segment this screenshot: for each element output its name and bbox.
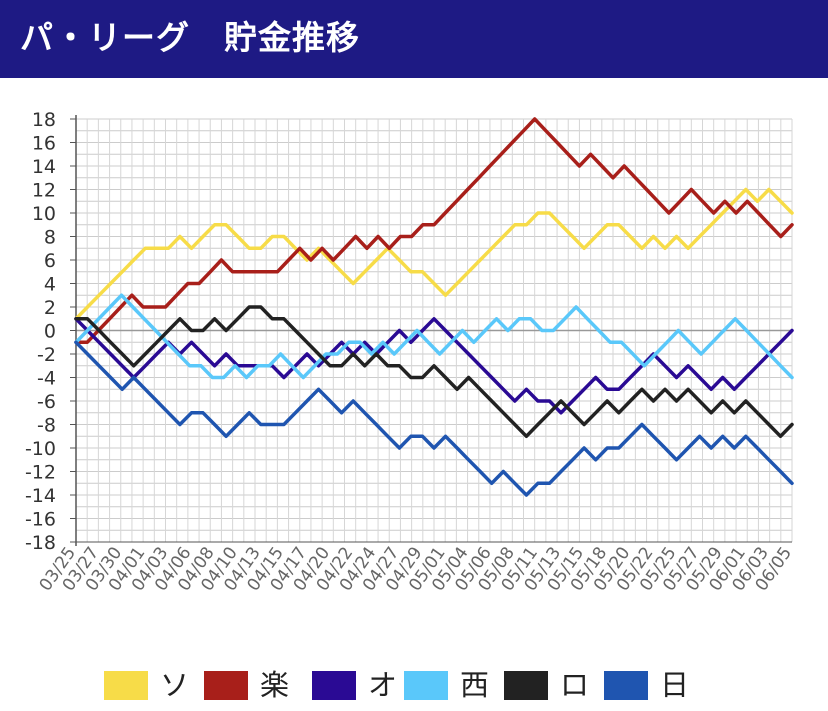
y-tick-label: 12: [32, 180, 56, 202]
legend-label: ロ: [560, 668, 590, 702]
series-line-日: [74, 340, 794, 497]
legend-swatch: [504, 671, 548, 700]
legend-swatch: [104, 671, 148, 700]
y-tick-label: -16: [25, 509, 56, 531]
y-tick-label: 10: [32, 203, 56, 225]
y-tick-label: 2: [44, 297, 56, 319]
y-tick-label: -4: [37, 368, 56, 390]
y-tick-label: 0: [44, 321, 56, 343]
y-tick-label: -6: [37, 391, 56, 413]
page-title: パ・リーグ 貯金推移: [20, 18, 360, 57]
y-tick-label: 8: [44, 227, 56, 249]
legend-label: 西: [460, 668, 490, 702]
legend-swatch: [312, 671, 356, 700]
legend-label: ソ: [160, 668, 190, 702]
y-tick-label: -10: [25, 438, 56, 460]
y-tick-label: 6: [44, 250, 56, 272]
legend-swatch: [204, 671, 248, 700]
series-line-ソ: [74, 187, 794, 321]
chart-legend: ソ楽オ西ロ日: [0, 660, 828, 708]
legend-swatch: [404, 671, 448, 700]
y-tick-label: -14: [25, 485, 56, 507]
y-tick-label: -18: [25, 532, 56, 554]
series-line-オ: [74, 317, 794, 415]
legend-label: オ: [368, 668, 398, 702]
legend-label: 楽: [260, 668, 290, 702]
legend-swatch: [604, 671, 648, 700]
header-bar: パ・リーグ 貯金推移: [0, 0, 828, 78]
y-tick-label: 16: [32, 133, 56, 155]
savings-line-chart: 181614121086420-2-4-6-8-10-12-14-16-1803…: [25, 109, 796, 595]
y-tick-label: -8: [37, 415, 56, 437]
series-line-ロ: [74, 305, 794, 439]
series-line-西: [74, 293, 794, 380]
series-line-楽: [74, 117, 794, 345]
y-tick-label: 14: [32, 156, 56, 178]
y-tick-label: -2: [37, 344, 56, 366]
y-tick-label: 18: [32, 109, 56, 131]
y-tick-label: -12: [25, 462, 56, 484]
y-tick-label: 4: [44, 274, 56, 296]
legend-label: 日: [660, 668, 690, 702]
